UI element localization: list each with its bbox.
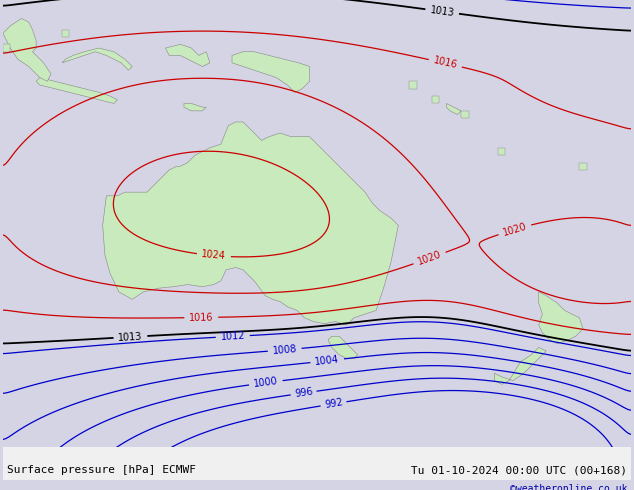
Text: 1000: 1000	[253, 376, 278, 389]
Text: Tu 01-10-2024 00:00 UTC (00+168): Tu 01-10-2024 00:00 UTC (00+168)	[411, 465, 628, 475]
Polygon shape	[579, 163, 586, 170]
Polygon shape	[495, 347, 546, 384]
Polygon shape	[184, 103, 206, 111]
Text: 1008: 1008	[272, 344, 297, 356]
Bar	[3, 447, 631, 480]
Polygon shape	[3, 44, 10, 52]
Polygon shape	[232, 52, 309, 93]
Text: 1020: 1020	[501, 221, 528, 238]
Polygon shape	[36, 77, 117, 103]
Polygon shape	[3, 19, 51, 81]
Text: 992: 992	[323, 397, 344, 410]
Text: 1012: 1012	[220, 331, 245, 342]
Polygon shape	[446, 103, 461, 115]
Text: 1020: 1020	[417, 249, 443, 267]
Text: Surface pressure [hPa] ECMWF: Surface pressure [hPa] ECMWF	[6, 465, 196, 475]
Polygon shape	[432, 96, 439, 103]
Polygon shape	[165, 44, 210, 67]
Polygon shape	[62, 29, 69, 37]
Text: 1004: 1004	[314, 354, 340, 367]
Text: 1013: 1013	[118, 331, 143, 343]
Text: 1024: 1024	[201, 249, 226, 262]
Text: 1013: 1013	[429, 5, 455, 18]
Polygon shape	[62, 48, 133, 70]
Polygon shape	[103, 122, 398, 325]
Text: 1016: 1016	[432, 56, 458, 71]
Polygon shape	[539, 292, 583, 343]
Text: 1016: 1016	[189, 312, 214, 323]
Polygon shape	[498, 148, 505, 155]
Text: 996: 996	[294, 387, 313, 399]
Polygon shape	[328, 336, 358, 358]
Polygon shape	[410, 81, 417, 89]
Polygon shape	[461, 111, 469, 118]
Text: ©weatheronline.co.uk: ©weatheronline.co.uk	[510, 484, 628, 490]
